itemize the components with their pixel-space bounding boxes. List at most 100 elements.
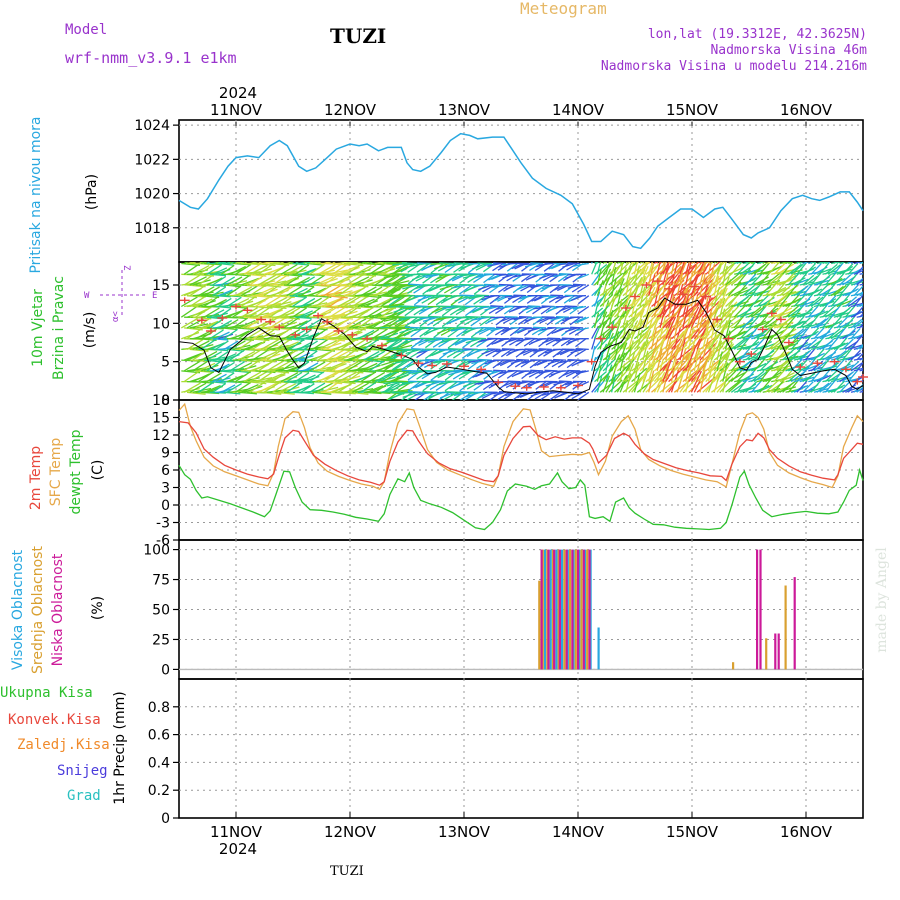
wind-arrow <box>650 327 658 350</box>
wind-arrow <box>229 265 246 275</box>
y-tick-label: 9 <box>161 446 170 462</box>
wind-arrow <box>534 391 547 400</box>
wind-arrow <box>425 380 441 387</box>
wind-arrow <box>502 380 515 387</box>
wind-arrow <box>252 337 270 350</box>
wind-arrow <box>745 381 758 393</box>
wind-arrow <box>340 338 359 350</box>
wind-arrow <box>389 338 407 343</box>
wind-arrow <box>408 370 424 374</box>
wind-arrow <box>833 285 847 297</box>
wind-arrow <box>331 358 350 372</box>
wind-arrow <box>477 358 492 361</box>
wind-arrow <box>653 320 669 340</box>
wind-arrow <box>636 341 646 361</box>
wind-arrow <box>212 298 227 308</box>
wind-arrow <box>465 295 481 299</box>
top-date-label: 12NOV <box>324 101 377 119</box>
wind-arrow <box>516 284 530 291</box>
wind-arrow <box>753 328 768 340</box>
wind-arrow <box>401 262 418 265</box>
wind-arrow <box>300 383 315 393</box>
wind-arrow <box>502 273 515 279</box>
wind-arrow <box>487 262 501 268</box>
wind-arrow <box>830 304 842 318</box>
wind-arrow <box>223 284 241 288</box>
y-tick-label: 0.6 <box>148 728 170 744</box>
wind-arrow <box>323 369 343 383</box>
wind-arrow <box>420 359 436 366</box>
wind-arrow <box>498 284 510 293</box>
wind-arrow <box>856 335 863 340</box>
wind-arrow <box>724 330 731 350</box>
wind-arrow <box>759 358 773 372</box>
wind-arrow <box>850 262 854 265</box>
wind-arrow <box>331 262 350 275</box>
top-date-label: 16NOV <box>780 101 833 119</box>
wind-arrow <box>728 379 743 393</box>
wind-arrow <box>810 262 815 265</box>
wind-arrow <box>312 338 329 350</box>
wind-arrow <box>513 380 527 385</box>
wind-arrow <box>645 296 653 318</box>
wind-arrow <box>542 338 555 344</box>
wind-arrow <box>807 340 821 350</box>
wind-arrow <box>856 265 863 275</box>
wind-arrow <box>841 347 853 361</box>
wind-arrow <box>457 359 473 367</box>
wind-arrow <box>444 381 459 392</box>
wind-arrow <box>733 337 748 350</box>
wind-arrow <box>462 380 478 388</box>
wind-arrow <box>560 338 573 347</box>
y-tick-label: 50 <box>152 603 170 619</box>
wind-arrow <box>856 315 863 318</box>
wind-arrow <box>842 371 855 383</box>
cloud-bar <box>574 549 577 670</box>
wind-arrow <box>326 269 348 275</box>
wind-arrow <box>616 278 625 296</box>
wind-arrow <box>200 364 219 372</box>
wind-arrow <box>827 277 843 286</box>
cloud-bar <box>569 549 572 670</box>
wind-arrow <box>212 373 227 383</box>
wind-arrow <box>544 359 558 362</box>
wind-arrow <box>292 262 310 266</box>
wind-arrow <box>599 293 614 307</box>
wind-arrow <box>816 262 827 265</box>
wind-arrow <box>768 272 785 286</box>
wind-arrow <box>696 340 712 361</box>
wind-arrow <box>505 338 518 344</box>
wind-arrow <box>357 317 374 329</box>
wind-arrow <box>564 284 578 288</box>
wind-arrow <box>360 362 378 372</box>
wind-arrow <box>802 283 813 297</box>
wind-arrow <box>220 276 236 286</box>
wind-arrow <box>710 290 726 307</box>
wind-arrow <box>827 328 841 340</box>
wind-arrow <box>853 262 863 265</box>
wind-arrow <box>383 370 399 383</box>
wind-arrow <box>343 317 362 329</box>
wind-arrow <box>622 319 628 339</box>
wind-arrow <box>830 285 844 297</box>
wind-arrow <box>575 370 589 375</box>
wind-arrow <box>793 342 809 350</box>
wind-arrow <box>796 380 808 393</box>
wind-arrow <box>596 268 602 286</box>
wind-arrow <box>286 371 303 383</box>
wind-arrow <box>577 295 590 305</box>
wind-arrow <box>401 348 418 352</box>
wind-arrow <box>232 317 249 329</box>
cloud-bar <box>551 549 555 670</box>
wind-arrow <box>736 262 741 265</box>
wind-arrow <box>693 262 704 286</box>
wind-arrow <box>659 262 663 264</box>
wind-arrow <box>217 297 232 308</box>
wind-arrow <box>742 284 755 297</box>
wind-arrow <box>577 284 590 293</box>
wind-arrow <box>320 297 342 308</box>
wind-arrow <box>215 363 230 372</box>
wind-arrow <box>702 262 704 264</box>
wind-arrow <box>503 316 516 324</box>
wind-arrow <box>642 350 649 372</box>
